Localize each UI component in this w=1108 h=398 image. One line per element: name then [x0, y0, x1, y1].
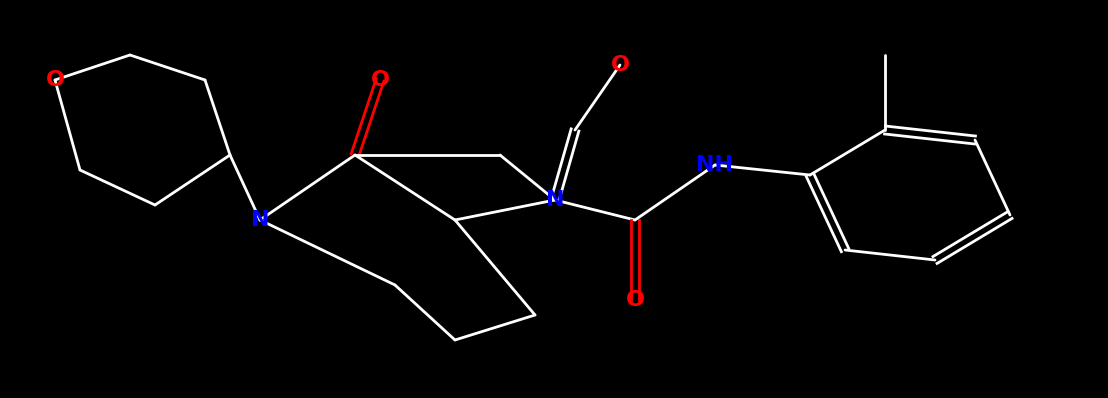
Text: N: N — [546, 190, 564, 210]
Text: N: N — [250, 210, 269, 230]
Text: O: O — [370, 70, 390, 90]
Text: NH: NH — [697, 155, 733, 175]
Text: O: O — [626, 290, 645, 310]
Text: O: O — [45, 70, 64, 90]
Text: O: O — [611, 55, 629, 75]
